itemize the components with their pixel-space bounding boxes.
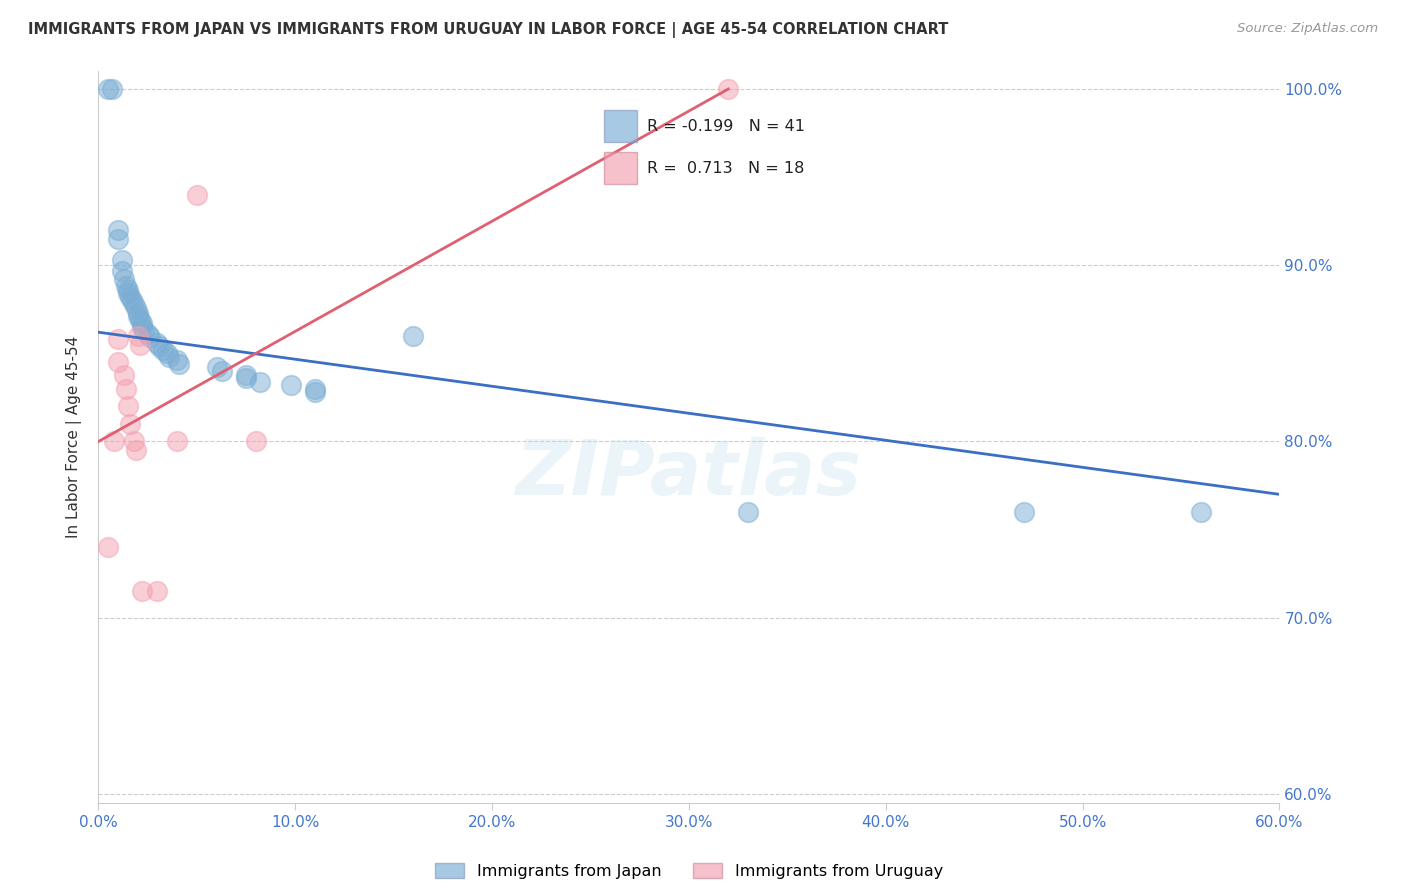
Point bbox=[117, 286, 139, 301]
Point bbox=[1189, 505, 1212, 519]
Point bbox=[131, 584, 153, 599]
Text: R =  0.713   N = 18: R = 0.713 N = 18 bbox=[647, 161, 804, 176]
Point bbox=[107, 332, 129, 346]
Point bbox=[167, 357, 190, 371]
Point bbox=[211, 364, 233, 378]
Point bbox=[280, 378, 302, 392]
Point bbox=[118, 417, 141, 431]
Point bbox=[125, 443, 148, 458]
Point bbox=[249, 375, 271, 389]
Point bbox=[103, 434, 125, 449]
Point bbox=[115, 382, 138, 396]
Point bbox=[146, 335, 169, 350]
Text: R = -0.199   N = 41: R = -0.199 N = 41 bbox=[647, 119, 806, 134]
Text: Source: ZipAtlas.com: Source: ZipAtlas.com bbox=[1237, 22, 1378, 36]
Point bbox=[122, 434, 145, 449]
Legend: Immigrants from Japan, Immigrants from Uruguay: Immigrants from Japan, Immigrants from U… bbox=[434, 863, 943, 879]
Point bbox=[107, 232, 129, 246]
Point bbox=[112, 272, 135, 286]
Point bbox=[125, 301, 148, 315]
Text: ZIPatlas: ZIPatlas bbox=[516, 437, 862, 510]
Point bbox=[121, 293, 143, 308]
Point bbox=[127, 310, 149, 324]
Point bbox=[1012, 505, 1035, 519]
Point bbox=[101, 82, 124, 96]
Point bbox=[245, 434, 267, 449]
Point bbox=[166, 434, 188, 449]
Point bbox=[97, 540, 120, 554]
Point bbox=[136, 326, 159, 341]
Point bbox=[117, 399, 139, 413]
Point bbox=[107, 355, 129, 369]
Point bbox=[111, 252, 134, 267]
Point bbox=[235, 368, 257, 382]
Point bbox=[186, 187, 208, 202]
Point bbox=[304, 382, 326, 396]
Point bbox=[205, 360, 228, 375]
FancyBboxPatch shape bbox=[605, 152, 637, 185]
Point bbox=[138, 330, 160, 344]
Text: IMMIGRANTS FROM JAPAN VS IMMIGRANTS FROM URUGUAY IN LABOR FORCE | AGE 45-54 CORR: IMMIGRANTS FROM JAPAN VS IMMIGRANTS FROM… bbox=[28, 22, 949, 38]
FancyBboxPatch shape bbox=[605, 110, 637, 143]
Point bbox=[127, 328, 149, 343]
Point bbox=[122, 297, 145, 311]
Y-axis label: In Labor Force | Age 45-54: In Labor Force | Age 45-54 bbox=[66, 336, 83, 538]
Point bbox=[115, 279, 138, 293]
Point bbox=[146, 584, 169, 599]
Point bbox=[157, 350, 180, 364]
Point bbox=[128, 313, 150, 327]
Point bbox=[131, 320, 153, 334]
Point bbox=[127, 306, 149, 320]
Point bbox=[128, 337, 150, 351]
Point bbox=[132, 323, 155, 337]
Point bbox=[112, 368, 135, 382]
Point bbox=[107, 223, 129, 237]
Point bbox=[111, 263, 134, 277]
Point bbox=[118, 290, 141, 304]
Point bbox=[717, 82, 740, 96]
Point bbox=[166, 353, 188, 368]
Point bbox=[156, 346, 179, 360]
Point bbox=[131, 317, 153, 331]
Point bbox=[304, 385, 326, 400]
Point bbox=[235, 371, 257, 385]
Point bbox=[148, 339, 170, 353]
Point bbox=[737, 505, 759, 519]
Point bbox=[117, 283, 139, 297]
Point bbox=[97, 82, 120, 96]
Point bbox=[402, 328, 425, 343]
Point bbox=[152, 343, 174, 357]
